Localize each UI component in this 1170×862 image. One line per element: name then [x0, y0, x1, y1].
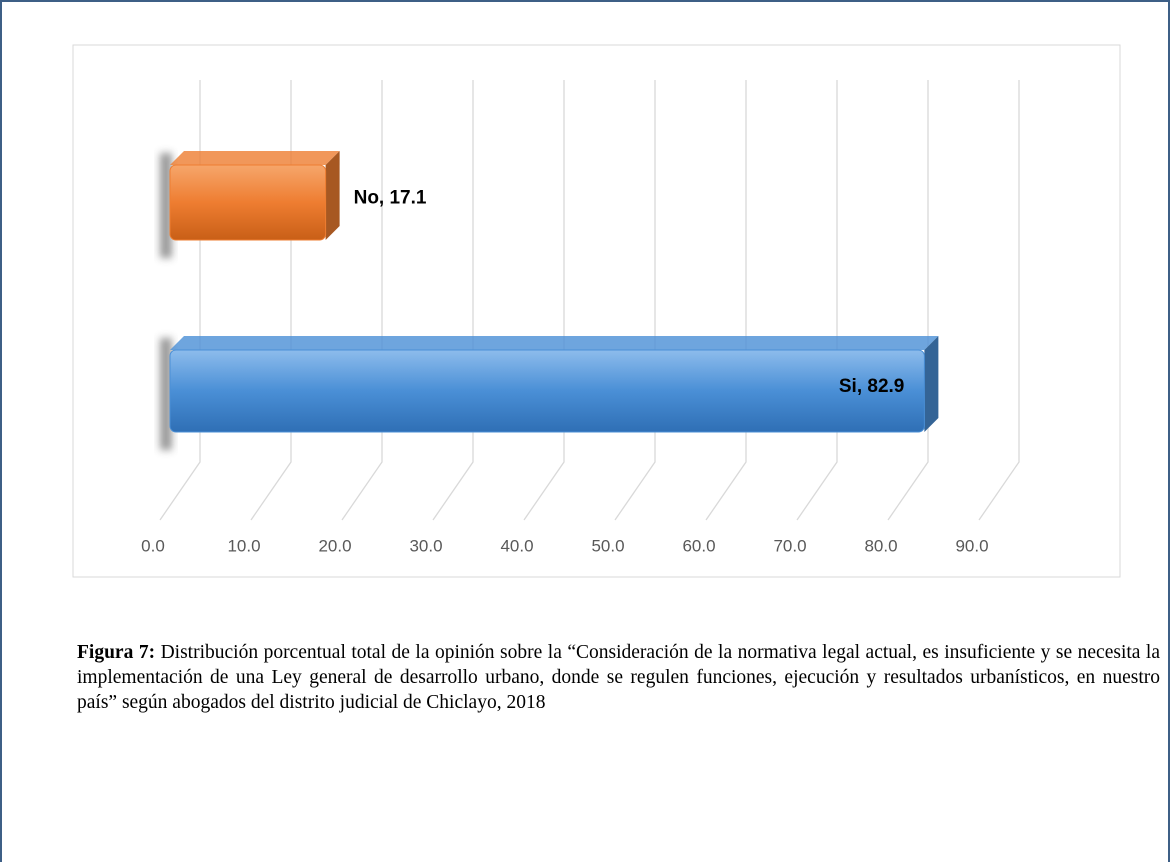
x-tick-label: 10.0 — [227, 536, 260, 555]
bar-shadow — [160, 338, 172, 450]
grid-line — [887, 80, 929, 521]
data-label: Si, 82.9 — [839, 376, 905, 397]
bar-shadow — [160, 153, 172, 258]
grid-line — [523, 80, 565, 521]
caption: Figura 7: Distribución porcentual total … — [77, 640, 1160, 715]
x-tick-label: 0.0 — [141, 536, 165, 555]
grid-line — [341, 80, 383, 521]
x-tick-label: 70.0 — [773, 536, 806, 555]
grid-line — [705, 80, 747, 521]
bar — [169, 151, 340, 241]
chart-area — [72, 44, 1121, 578]
x-tick-label: 80.0 — [864, 536, 897, 555]
x-tick-label: 20.0 — [318, 536, 351, 555]
grid-line — [614, 80, 656, 521]
bar — [169, 336, 939, 433]
grid-line — [432, 80, 474, 521]
x-tick-label: 60.0 — [682, 536, 715, 555]
grid-line — [978, 80, 1020, 521]
x-tick-label: 30.0 — [409, 536, 442, 555]
data-label: No, 17.1 — [354, 188, 427, 209]
x-tick-label: 50.0 — [591, 536, 624, 555]
grid-line — [796, 80, 838, 521]
caption-text: Distribución porcentual total de la opin… — [77, 642, 1161, 713]
x-tick-label: 40.0 — [500, 536, 533, 555]
x-tick-label: 90.0 — [955, 536, 988, 555]
caption-label: Figura 7: — [77, 642, 156, 663]
